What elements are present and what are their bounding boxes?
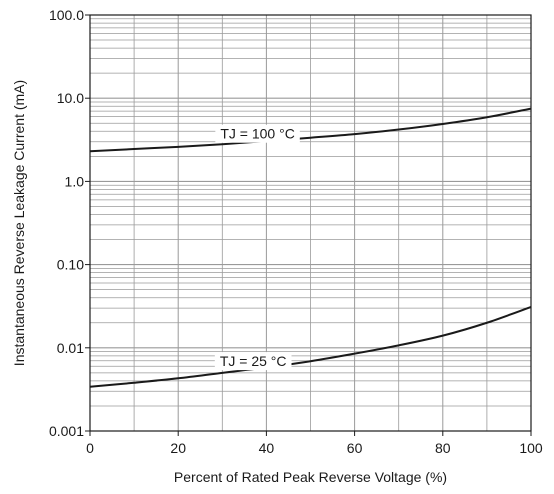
x-tick-label: 80: [435, 440, 451, 456]
y-tick-label: 100.0: [49, 7, 84, 23]
y-tick-label: 0.01: [57, 340, 84, 356]
x-tick-label: 0: [86, 440, 94, 456]
x-tick-label: 40: [259, 440, 275, 456]
x-axis-title: Percent of Rated Peak Reverse Voltage (%…: [174, 469, 447, 485]
curve-label: TJ = 25 °C: [220, 353, 287, 369]
y-tick-label: 0.001: [49, 423, 84, 439]
grid: [89, 15, 532, 432]
series-line-1: [89, 305, 532, 388]
y-tick-label: 10.0: [57, 90, 84, 106]
curve-label: TJ = 100 °C: [220, 126, 294, 142]
y-tick-label: 0.10: [57, 257, 84, 273]
curve-label-background: [214, 352, 292, 371]
y-axis-title: Instantaneous Reverse Leakage Current (m…: [11, 80, 27, 366]
curve-labels: TJ = 100 °C TJ = 25 °C: [214, 124, 300, 371]
series-layer: [89, 107, 532, 388]
x-tick-label: 20: [170, 440, 186, 456]
y-axis-ticks: 0.001 0.01 0.10 1.0 10.0 100.0: [49, 7, 90, 439]
x-tick-label: 60: [347, 440, 363, 456]
curve-label-background: [215, 124, 300, 143]
plot-frame: [89, 14, 532, 432]
y-tick-label: 1.0: [65, 173, 85, 189]
x-tick-label: 100: [519, 440, 543, 456]
x-axis-ticks: 0 20 40 60 80 100: [86, 431, 543, 456]
series-line-0: [89, 107, 532, 153]
